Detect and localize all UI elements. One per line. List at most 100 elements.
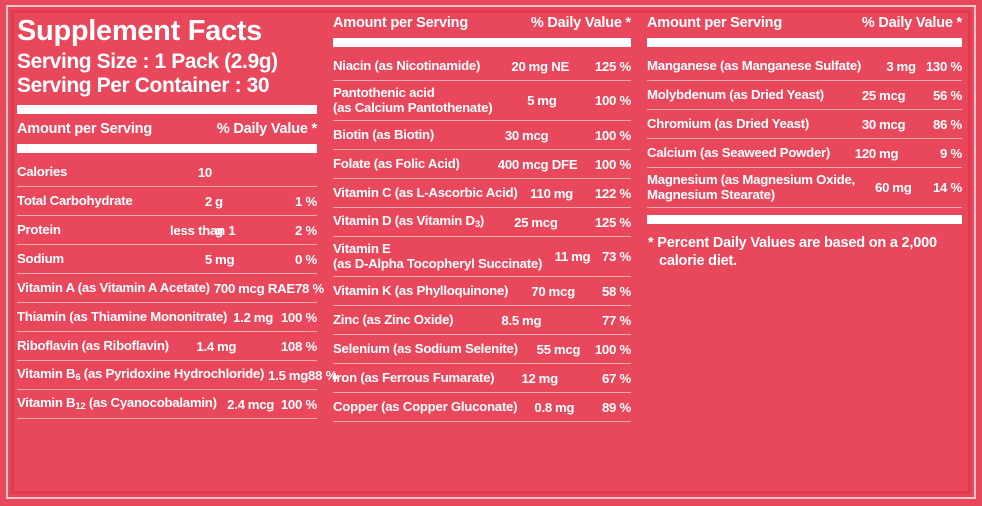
nutrient-daily-value: 67 %	[601, 370, 631, 386]
header-daily-value-label: % Daily Value *	[861, 15, 962, 31]
nutrient-amount: 25	[514, 214, 529, 230]
columns-container: Supplement Facts Serving Size : 1 Pack (…	[17, 14, 965, 488]
nutrient-unit: mg NE	[528, 58, 570, 74]
table-row: Pantothenic acid (as Calcium Pantothenate…	[333, 81, 631, 121]
nutrient-unit: mg	[215, 251, 235, 267]
nutrient-daily-value: 0 %	[295, 251, 317, 267]
table-row: Chromium (as Dried Yeast) 30 mcg 86 %	[647, 110, 962, 139]
table-row: Vitamin E (as D-Alpha Tocopheryl Succinat…	[333, 237, 631, 277]
nutrient-amount: 1.2	[233, 309, 251, 325]
table-row: Biotin (as Biotin) 30 mcg 100 %	[333, 121, 631, 150]
nutrient-name: Selenium (as Sodium Selenite)	[333, 340, 518, 356]
nutrient-unit: mg	[216, 338, 237, 354]
table-row: Niacin (as Nicotinamide) 20 mg NE 125 %	[333, 52, 631, 81]
nutrient-daily-value: 78 %	[294, 280, 325, 296]
nutrient-name: Molybdenum (as Dried Yeast)	[647, 86, 824, 102]
footnote-bar	[647, 215, 962, 224]
nutrient-daily-value: 86 %	[932, 116, 962, 132]
page-title: Supplement Facts	[17, 15, 262, 47]
nutrient-amount: 1.4	[196, 338, 214, 354]
nutrient-amount: 30	[861, 116, 876, 132]
nutrient-amount: 60	[875, 180, 890, 195]
nutrient-name-line-1: Vitamin E	[333, 241, 391, 256]
nutrient-unit: mcg	[531, 214, 558, 230]
column-3: Amount per Serving % Daily Value * Manga…	[641, 14, 962, 488]
nutrient-name-line-2: Magnesium Stearate)	[647, 186, 775, 202]
daily-value-footnote: * Percent Daily Values are based on a 2,…	[647, 234, 962, 270]
header-amount-label: Amount per Serving	[333, 15, 468, 31]
nutrient-name: Sodium	[17, 250, 64, 266]
nutrient-amount: 5	[204, 251, 212, 267]
table-row: Vitamin B12 (as Cyanocobalamin) 2.4 mcg 100…	[17, 390, 317, 419]
nutrient-name: Chromium (as Dried Yeast)	[647, 115, 810, 131]
nutrient-name: Vitamin B6 (as Pyridoxine Hydrochloride)	[17, 365, 265, 383]
nutrient-name: Iron (as Ferrous Fumarate)	[333, 369, 495, 385]
table-row: Total Carbohydrate 2 g 1 %	[17, 187, 317, 216]
nutrient-unit: mcg DFE	[522, 156, 578, 172]
nutrient-amount: 700	[213, 280, 236, 296]
nutrient-amount: 1.5	[268, 367, 286, 383]
nutrient-amount: 11	[554, 249, 569, 264]
header-amount-label: Amount per Serving	[17, 121, 152, 137]
nutrient-amount: 400	[497, 156, 520, 172]
table-row: Thiamin (as Thiamine Mononitrate) 1.2 mg 10…	[17, 303, 317, 332]
nutrient-amount: 2	[204, 193, 212, 209]
footnote-line-2: calorie diet.	[659, 253, 737, 269]
header-bar-bottom-2	[333, 38, 631, 47]
nutrient-name: Vitamin B12 (as Cyanocobalamin)	[17, 394, 217, 412]
nutrient-name: Calcium (as Seaweed Powder)	[647, 144, 831, 160]
nutrient-daily-value: 89 %	[601, 399, 632, 415]
nutrient-name-line-1: Pantothenic acid	[333, 85, 435, 100]
nutrient-daily-value: 122 %	[594, 185, 631, 201]
nutrient-rows-2: Niacin (as Nicotinamide) 20 mg NE 125 % Pant…	[333, 52, 631, 422]
nutrient-unit: mg	[522, 312, 542, 328]
table-row: Folate (as Folic Acid) 400 mcg DFE 100 %	[333, 150, 631, 179]
table-row: Iron (as Ferrous Fumarate) 12 mg 67 %	[333, 364, 631, 393]
nutrient-daily-value: 14 %	[932, 180, 962, 195]
nutrient-unit: mcg RAE	[238, 280, 295, 296]
column-1: Supplement Facts Serving Size : 1 Pack (…	[17, 14, 337, 488]
nutrient-amount: 5	[527, 93, 535, 108]
nutrient-unit: mg	[879, 145, 899, 161]
nutrient-unit: g	[215, 222, 223, 238]
nutrient-amount: 70	[531, 283, 546, 299]
nutrient-name: Manganese (as Manganese Sulfate)	[647, 57, 862, 73]
nutrient-name: Biotin (as Biotin)	[333, 126, 434, 142]
nutrient-daily-value: 125 %	[594, 214, 631, 230]
table-row: Vitamin B6 (as Pyridoxine Hydrochloride)…	[17, 361, 337, 390]
nutrient-amount: 110	[530, 185, 551, 201]
nutrient-daily-value: 100 %	[594, 127, 631, 143]
nutrient-name-line-1: Magnesium (as Magnesium Oxide,	[647, 172, 855, 187]
nutrient-unit: mg	[253, 309, 274, 325]
header-bar-top-1	[17, 105, 317, 114]
nutrient-amount: 55	[536, 341, 551, 357]
nutrient-rows-1: Calories 10 Total Carbohydrate 2 g 1 % Protein…	[17, 158, 337, 419]
nutrient-daily-value: 2 %	[295, 222, 317, 238]
nutrient-daily-value: 77 %	[601, 312, 631, 328]
nutrient-name: Vitamin A (as Vitamin A Acetate)	[17, 279, 210, 295]
nutrient-unit: mg	[892, 180, 912, 195]
table-row: Calcium (as Seaweed Powder) 120 mg 9 %	[647, 139, 962, 168]
header-amount-label: Amount per Serving	[647, 15, 782, 31]
table-row: Riboflavin (as Riboflavin) 1.4 mg 108 %	[17, 332, 317, 361]
header-daily-value-label: % Daily Value *	[530, 15, 631, 31]
nutrient-unit: mcg	[553, 341, 581, 357]
column-3-header: Amount per Serving % Daily Value *	[647, 14, 962, 33]
table-row: Molybdenum (as Dried Yeast) 25 mcg 56 %	[647, 81, 962, 110]
nutrient-unit: mg	[553, 185, 574, 201]
nutrient-unit: mg	[538, 370, 559, 386]
nutrient-daily-value: 100 %	[594, 341, 631, 357]
nutrient-unit: mcg	[247, 396, 275, 412]
nutrient-unit: mg	[571, 249, 591, 264]
table-row: Vitamin C (as L-Ascorbic Acid) 110 mg 122 %	[333, 179, 631, 208]
nutrient-unit: mg	[896, 58, 916, 74]
header-bar-bottom-3	[647, 38, 962, 47]
nutrient-unit: mg	[554, 399, 575, 415]
footnote-line-1: * Percent Daily Values are based on a 2,…	[648, 235, 937, 251]
column-2-header: Amount per Serving % Daily Value *	[333, 14, 631, 33]
nutrient-daily-value: 9 %	[940, 145, 962, 161]
table-row: Zinc (as Zinc Oxide) 8.5 mg 77 %	[333, 306, 631, 335]
nutrient-daily-value: 88 %	[308, 367, 338, 383]
